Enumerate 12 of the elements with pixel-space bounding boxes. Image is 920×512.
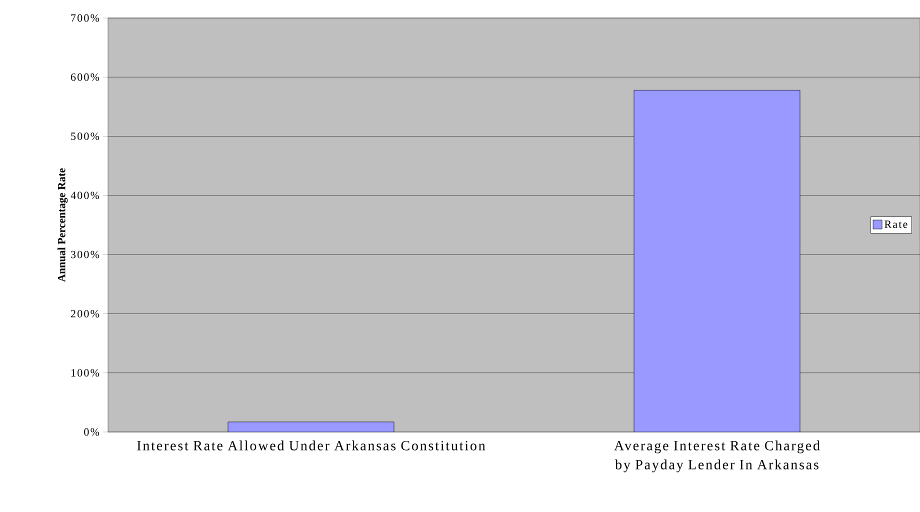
y-tick-label: 0% — [84, 428, 100, 436]
y-tick-label: 300% — [71, 250, 100, 258]
y-tick-label: 400% — [70, 192, 100, 200]
x-tick-label: Interest Rate Allowed Under Arkansas Constitution — [137, 440, 486, 450]
y-axis-title: Annual Percentage Rate — [58, 168, 68, 282]
y-tick-label: 500% — [71, 132, 100, 140]
y-tick-label: 200% — [70, 310, 100, 318]
y-tick-label: 100% — [71, 369, 100, 377]
y-tick-label: 700% — [71, 14, 100, 22]
x-tick-label: Average Interest Rate Charged by Payday Lender In Arkansas — [614, 440, 820, 472]
y-tick-label: 600% — [70, 73, 100, 81]
legend-label: Rate — [884, 220, 908, 228]
